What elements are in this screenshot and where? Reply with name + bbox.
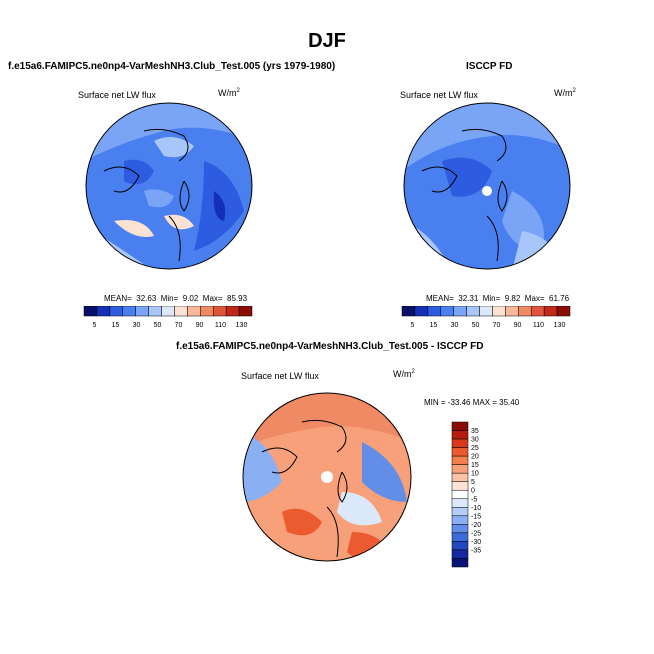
colorbar-diff-swatch bbox=[451, 515, 469, 525]
colorbar-diff-tick-label: -10 bbox=[471, 505, 481, 512]
colorbar-model-swatch bbox=[238, 306, 253, 317]
colorbar-diff-swatch bbox=[451, 464, 469, 474]
colorbar-obs-swatch bbox=[440, 306, 454, 317]
colorbar-obs-tick-label: 5 bbox=[411, 322, 415, 329]
stats-model: MEAN= 32.63 Min= 9.02 Max= 85.93 bbox=[104, 294, 248, 303]
colorbar-diff-swatch bbox=[451, 549, 469, 559]
colorbar-diff-swatch bbox=[451, 472, 469, 482]
colorbar-diff-swatch bbox=[451, 447, 469, 457]
colorbar-obs-tick-label: 130 bbox=[554, 322, 566, 329]
colorbar-diff-tick-label: 5 bbox=[471, 479, 475, 486]
colorbar-diff-swatch bbox=[451, 481, 469, 491]
panel-title-obs: ISCCP FD bbox=[466, 61, 513, 72]
colorbar-obs-tick-label: 15 bbox=[430, 322, 438, 329]
map-diff bbox=[242, 392, 412, 562]
units-label-model: W/m2 bbox=[218, 88, 240, 98]
colorbar-model: 5 15 30 50 70 90 110 130 bbox=[83, 306, 253, 329]
colorbar-obs-tick-label: 30 bbox=[451, 322, 459, 329]
colorbar-obs-swatch bbox=[518, 306, 532, 317]
colorbar-diff-swatch bbox=[451, 541, 469, 551]
units-label-obs: W/m2 bbox=[554, 88, 576, 98]
colorbar-diff-swatch bbox=[451, 532, 469, 542]
colorbar-obs-swatch bbox=[505, 306, 519, 317]
colorbar-diff-tick-label: -30 bbox=[471, 539, 481, 546]
stats-obs: MEAN= 32.31 Min= 9.82 Max= 61.76 bbox=[426, 294, 570, 303]
colorbar-diff-swatch bbox=[451, 489, 469, 500]
colorbar-diff-swatch bbox=[451, 430, 469, 440]
colorbar-model-swatch bbox=[83, 306, 98, 317]
colorbar-model-swatch bbox=[212, 306, 227, 317]
colorbar-obs-swatch bbox=[401, 306, 416, 317]
colorbar-diff-tick-label: -20 bbox=[471, 522, 481, 529]
colorbar-obs-tick-label: 70 bbox=[493, 322, 501, 329]
colorbar-model-swatch bbox=[148, 306, 162, 317]
colorbar-obs-tick-label: 90 bbox=[514, 322, 522, 329]
colorbar-obs-tick-label: 110 bbox=[533, 322, 544, 329]
units-label-diff: W/m2 bbox=[393, 369, 415, 379]
panel-title-diff: f.e15a6.FAMIPC5.ne0np4-VarMeshNH3.Club_T… bbox=[176, 341, 484, 352]
colorbar-model-swatch bbox=[225, 306, 240, 317]
colorbar-model-swatch bbox=[161, 306, 175, 317]
map-obs bbox=[403, 102, 571, 270]
colorbar-model-tick-label: 90 bbox=[196, 322, 204, 329]
colorbar-obs-swatch bbox=[453, 306, 467, 317]
colorbar-diff-tick-label: 0 bbox=[471, 488, 475, 495]
colorbar-obs-swatch bbox=[543, 306, 558, 317]
colorbar-diff-swatch bbox=[451, 558, 469, 568]
map-model bbox=[85, 102, 253, 270]
variable-label-obs: Surface net LW flux bbox=[400, 90, 478, 100]
colorbar-diff-tick-label: 20 bbox=[471, 454, 479, 461]
colorbar-model-tick-label: 50 bbox=[154, 322, 162, 329]
colorbar-diff-swatch bbox=[451, 438, 469, 448]
colorbar-diff-swatch bbox=[451, 498, 469, 508]
colorbar-diff-tick-label: 30 bbox=[471, 437, 479, 444]
colorbar-obs-swatch bbox=[530, 306, 545, 317]
colorbar-model-swatch bbox=[122, 306, 136, 317]
colorbar-model-tick-label: 110 bbox=[215, 322, 226, 329]
colorbar-obs-swatch bbox=[556, 306, 571, 317]
colorbar-diff-tick-label: 10 bbox=[471, 471, 479, 478]
colorbar-model-tick-label: 70 bbox=[175, 322, 183, 329]
colorbar-obs-swatch bbox=[466, 306, 480, 317]
panel-title-model: f.e15a6.FAMIPC5.ne0np4-VarMeshNH3.Club_T… bbox=[8, 61, 336, 72]
colorbar-model-tick-label: 30 bbox=[133, 322, 141, 329]
colorbar-diff-tick-label: -15 bbox=[471, 513, 481, 520]
colorbar-obs-swatch bbox=[492, 306, 506, 317]
colorbar-model-swatch bbox=[135, 306, 149, 317]
variable-label-model: Surface net LW flux bbox=[78, 90, 156, 100]
colorbar-diff-swatch bbox=[451, 524, 469, 534]
colorbar-model-tick-label: 130 bbox=[236, 322, 248, 329]
colorbar-model-swatch bbox=[200, 306, 214, 317]
colorbar-obs-swatch bbox=[414, 306, 429, 317]
colorbar-diff-tick-label: 25 bbox=[471, 445, 479, 452]
colorbar-model-swatch bbox=[109, 306, 124, 317]
colorbar-obs: 5 15 30 50 70 90 110 130 bbox=[401, 306, 571, 329]
colorbar-obs-tick-label: 50 bbox=[472, 322, 480, 329]
colorbar-diff-swatch bbox=[451, 421, 469, 431]
colorbar-model-tick-label: 5 bbox=[93, 322, 97, 329]
colorbar-model-swatch bbox=[174, 306, 188, 317]
colorbar-model-tick-label: 15 bbox=[112, 322, 120, 329]
colorbar-diff-swatch bbox=[451, 455, 469, 465]
colorbar-diff-tick-label: 15 bbox=[471, 462, 479, 469]
colorbar-diff-tick-label: 35 bbox=[471, 428, 479, 435]
colorbar-model-swatch bbox=[96, 306, 111, 317]
colorbar-diff-tick-label: -25 bbox=[471, 530, 481, 537]
colorbar-diff-tick-label: -35 bbox=[471, 547, 481, 554]
colorbar-model-swatch bbox=[187, 306, 201, 317]
colorbar-obs-swatch bbox=[427, 306, 442, 317]
colorbar-obs-swatch bbox=[479, 306, 493, 317]
diff-minmax: MIN = -33.46 MAX = 35.40 bbox=[424, 398, 520, 407]
colorbar-diff-tick-label: -5 bbox=[471, 496, 477, 503]
colorbar-diff-swatch bbox=[451, 507, 469, 517]
page-title: DJF bbox=[308, 30, 346, 52]
variable-label-diff: Surface net LW flux bbox=[241, 371, 319, 381]
